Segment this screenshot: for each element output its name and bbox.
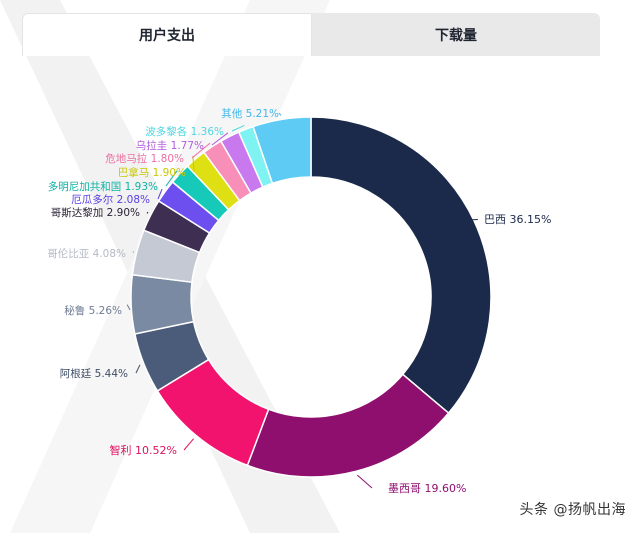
leader-line-9 xyxy=(192,155,195,173)
data-label-0: 巴西 36.15% xyxy=(484,213,551,226)
data-label-2: 智利 10.52% xyxy=(110,443,177,457)
leader-line-12 xyxy=(231,125,245,132)
data-label-6: 哥斯达黎加 2.90% xyxy=(51,206,140,219)
data-label-13: 其他 5.21% xyxy=(221,107,279,120)
leader-line-4 xyxy=(126,304,131,311)
tab-user-spending[interactable]: 用户支出 xyxy=(22,13,312,56)
leader-line-8 xyxy=(165,170,178,187)
data-label-8: 多明尼加共和国 1.93% xyxy=(48,180,158,193)
watermark-text: 头条 @扬帆出海 xyxy=(519,502,626,518)
data-label-12: 波多黎各 1.36% xyxy=(145,125,224,138)
donut-slice-0[interactable] xyxy=(310,116,492,415)
data-label-9: 巴拿马 1.90% xyxy=(118,166,186,179)
tab-downloads[interactable]: 下载量 xyxy=(312,13,600,56)
leader-line-3 xyxy=(135,364,141,374)
leader-line-2 xyxy=(183,438,195,451)
leader-line-6 xyxy=(146,211,149,214)
tab-bar: 用户支出 下载量 xyxy=(22,13,600,56)
data-label-1: 墨西哥 19.60% xyxy=(388,482,466,495)
data-label-7: 厄瓜多尔 2.08% xyxy=(71,193,150,206)
data-label-11: 乌拉圭 1.77% xyxy=(136,139,204,152)
data-label-5: 哥伦比亚 4.08% xyxy=(47,247,126,260)
donut-slice-1[interactable] xyxy=(246,373,450,478)
data-label-4: 秘鲁 5.26% xyxy=(64,304,122,317)
donut-slice-13[interactable] xyxy=(252,116,312,185)
data-label-3: 阿根廷 5.44% xyxy=(60,367,128,380)
data-label-10: 危地马拉 1.80% xyxy=(105,152,184,165)
leader-line-10 xyxy=(191,142,211,159)
leader-line-1 xyxy=(356,474,373,489)
leader-line-5 xyxy=(132,250,135,254)
leader-line-11 xyxy=(211,132,229,146)
leader-line-13 xyxy=(278,112,282,116)
leader-line-0 xyxy=(467,218,478,221)
leader-line-7 xyxy=(157,188,163,200)
